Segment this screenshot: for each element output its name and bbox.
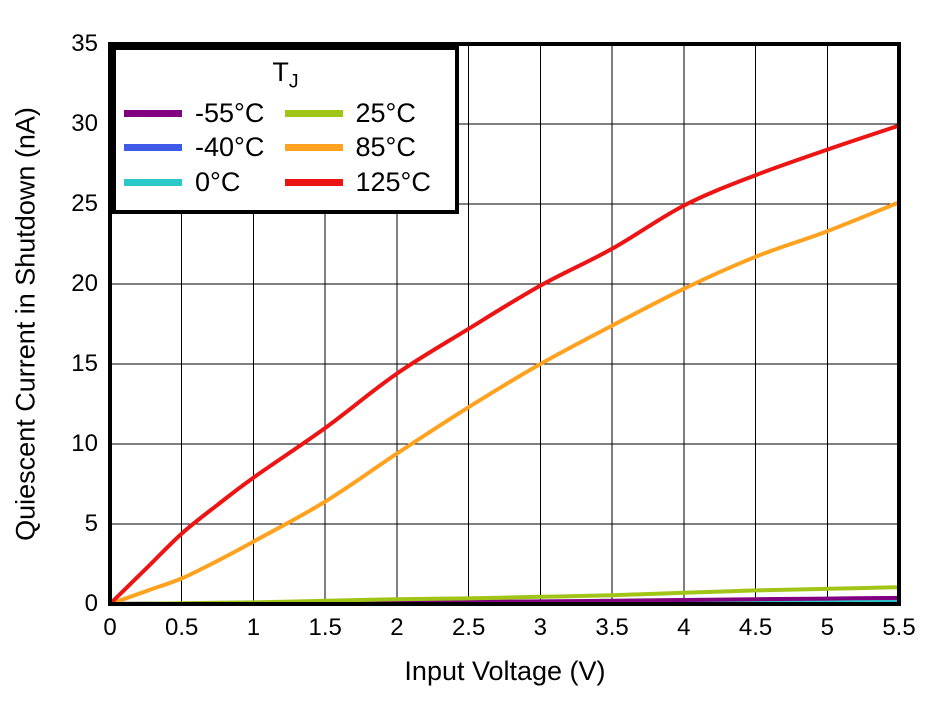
legend-label: -55°C xyxy=(195,97,265,128)
legend-swatch xyxy=(124,144,182,152)
legend-label: 0°C xyxy=(195,167,241,198)
legend-entry-125C: 125°C xyxy=(284,165,446,200)
series-line-125C xyxy=(108,123,900,606)
x-tick-label-5.5: 5.5 xyxy=(882,614,916,641)
legend-entry-25C: 25°C xyxy=(284,96,446,131)
plot-border xyxy=(108,42,901,606)
x-tick-label-0: 0 xyxy=(103,614,117,641)
legend-entry--55C: -55°C xyxy=(124,96,285,131)
legend-swatch xyxy=(284,109,343,117)
legend-entry--40C: -40°C xyxy=(124,131,285,166)
legend-label: -40°C xyxy=(195,132,265,163)
y-tick-label-0: 0 xyxy=(84,590,98,617)
x-tick-label-4: 4 xyxy=(677,614,691,641)
y-tick-label-5: 5 xyxy=(84,510,98,537)
x-tick-label-2: 2 xyxy=(390,614,404,641)
legend-title: TJ xyxy=(116,50,455,96)
x-tick-label-3.5: 3.5 xyxy=(595,614,629,641)
gridlines xyxy=(110,44,899,604)
legend-title-main: T xyxy=(272,57,289,87)
legend: TJ -55°C -40°C 0°C 25°C 85°C 125°C xyxy=(112,46,459,214)
legend-swatch xyxy=(124,109,182,117)
legend-swatch xyxy=(284,179,343,187)
x-tick-label-1.5: 1.5 xyxy=(308,614,342,641)
x-tick-label-1: 1 xyxy=(246,614,261,641)
x-tick-label-5: 5 xyxy=(820,614,834,641)
y-axis-label-text: Quiescent Current in Shutdown (nA) xyxy=(10,107,41,541)
y-tick-label-35: 35 xyxy=(71,30,98,57)
x-tick-label-0.5: 0.5 xyxy=(165,614,199,641)
legend-swatch xyxy=(284,144,343,152)
legend-entry-0C: 0°C xyxy=(124,165,285,200)
legend-label: 25°C xyxy=(355,97,416,128)
legend-entry-85C: 85°C xyxy=(284,131,446,166)
legend-title-sub: J xyxy=(288,70,299,93)
y-tick-label-10: 10 xyxy=(71,430,98,457)
series-line-85C xyxy=(109,200,900,606)
y-tick-label-30: 30 xyxy=(71,110,98,137)
x-tick-label-4.5: 4.5 xyxy=(738,614,773,641)
y-tick-label-20: 20 xyxy=(71,270,98,297)
x-tick-label-3: 3 xyxy=(533,614,548,641)
y-tick-label-15: 15 xyxy=(71,350,98,377)
legend-label: 125°C xyxy=(355,167,431,198)
legend-swatch xyxy=(124,179,182,187)
legend-entries: -55°C -40°C 0°C 25°C 85°C 125°C xyxy=(116,96,455,210)
legend-label: 85°C xyxy=(355,132,416,163)
y-tick-label-25: 25 xyxy=(71,190,98,217)
x-axis-label: Input Voltage (V) xyxy=(404,656,606,686)
x-tick-label-2.5: 2.5 xyxy=(451,614,486,641)
